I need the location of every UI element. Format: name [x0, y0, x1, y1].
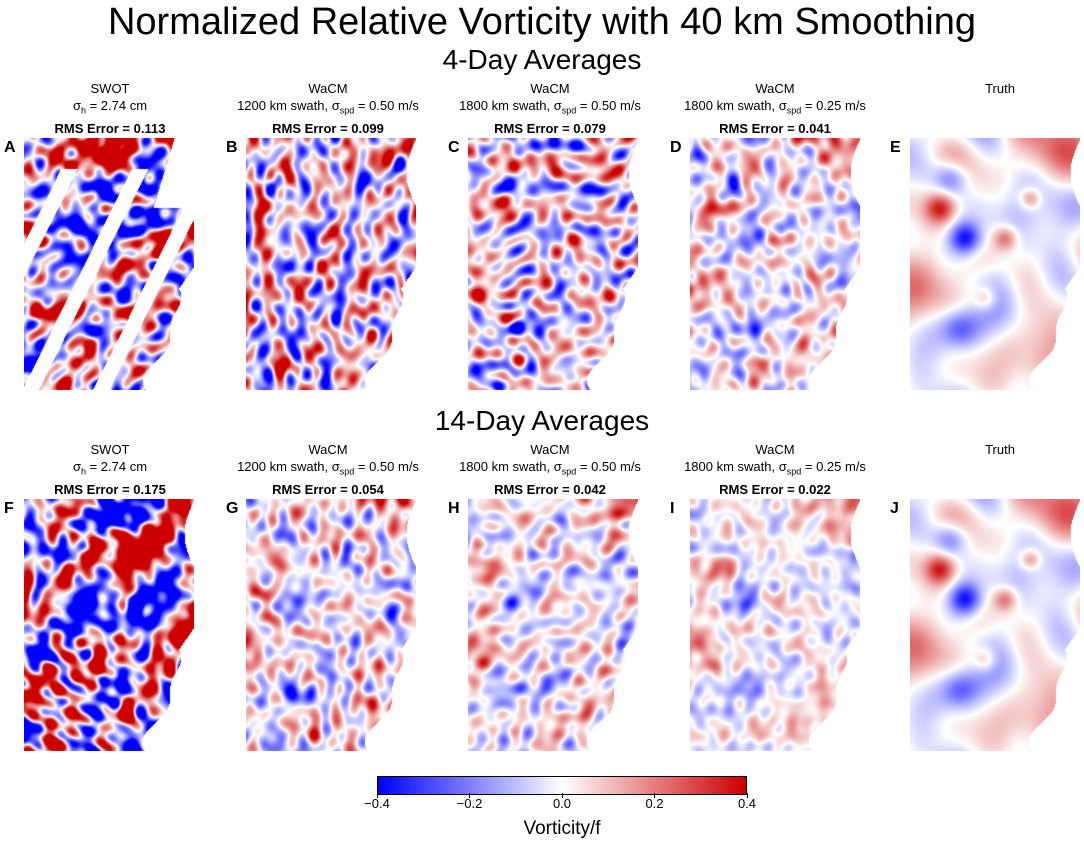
panel-rms: RMS Error = 0.022	[719, 481, 831, 497]
panel-rms: RMS Error = 0.175	[54, 481, 166, 497]
figure-title: Normalized Relative Vorticity with 40 km…	[107, 1, 976, 43]
panel-name: SWOT	[90, 81, 130, 96]
panel-name: Truth	[985, 442, 1015, 457]
panel-letter: J	[890, 500, 899, 517]
panel-name: WaCM	[308, 442, 348, 457]
colorbar-label: Vorticity/f	[523, 818, 601, 839]
panel-letter: B	[226, 139, 238, 156]
panel-title: WaCM 1800 km swath, σspd = 0.50 m/s RMS …	[440, 80, 660, 137]
panel-param: 1800 km swath, σspd = 0.25 m/s	[684, 98, 866, 116]
colorbar-tick	[376, 793, 378, 798]
panel-param: σh = 2.74 cm	[72, 98, 148, 116]
panel-param: 1200 km swath, σspd = 0.50 m/s	[237, 98, 419, 116]
panel-param: 1200 km swath, σspd = 0.50 m/s	[237, 459, 419, 477]
panel-name: WaCM	[530, 442, 570, 457]
heatmap-f	[24, 499, 194, 751]
panel-rms: RMS Error = 0.054	[272, 481, 384, 497]
colorbar-tick	[746, 793, 748, 798]
panel-name: WaCM	[755, 442, 795, 457]
panel-name: WaCM	[755, 81, 795, 96]
panel-name: Truth	[985, 81, 1015, 96]
panel-title: WaCM 1800 km swath, σspd = 0.25 m/s RMS …	[665, 441, 885, 498]
heatmap-e	[910, 138, 1080, 390]
panel-title: WaCM 1200 km swath, σspd = 0.50 m/s RMS …	[218, 441, 438, 498]
colorbar-tick	[561, 793, 563, 798]
colorbar-tick-label: 0.4	[737, 796, 757, 811]
panel-letter: D	[670, 139, 682, 156]
panel-rms: RMS Error = 0.099	[272, 120, 384, 136]
panel-letter: F	[4, 500, 14, 517]
panel-param: 1800 km swath, σspd = 0.50 m/s	[459, 459, 641, 477]
panel-rms: RMS Error = 0.079	[494, 120, 606, 136]
panel-letter: G	[226, 500, 239, 517]
panel-title: Truth	[890, 80, 1084, 97]
panel-param: σh = 2.74 cm	[72, 459, 148, 477]
panel-param: 1800 km swath, σspd = 0.25 m/s	[684, 459, 866, 477]
section-title-4day: 4-Day Averages	[442, 44, 642, 75]
panel-title: Truth	[890, 441, 1084, 458]
panel-letter: A	[4, 139, 16, 156]
heatmap-h	[468, 499, 638, 751]
panel-rms: RMS Error = 0.041	[719, 120, 831, 136]
panel-title: SWOT σh = 2.74 cm RMS Error = 0.113	[0, 80, 220, 137]
heatmap-i	[690, 499, 860, 751]
colorbar-tick-label: 0.0	[552, 796, 572, 811]
heatmap-d	[690, 138, 860, 390]
panel-letter: C	[448, 139, 460, 156]
panel-letter: I	[670, 500, 675, 517]
panel-title: WaCM 1200 km swath, σspd = 0.50 m/s RMS …	[218, 80, 438, 137]
colorbar-tick-label: 0.2	[645, 796, 664, 811]
heatmap-b	[246, 138, 416, 390]
heatmap-j	[910, 499, 1080, 751]
panel-letter: H	[448, 500, 460, 517]
colorbar-tick	[654, 793, 655, 798]
panel-title: SWOT σh = 2.74 cm RMS Error = 0.175	[0, 441, 220, 498]
section-title-14day: 14-Day Averages	[434, 405, 650, 436]
panel-title: WaCM 1800 km swath, σspd = 0.50 m/s RMS …	[440, 441, 660, 498]
panel-letter: E	[890, 139, 901, 156]
heatmap-g	[246, 499, 416, 751]
panel-title: WaCM 1800 km swath, σspd = 0.25 m/s RMS …	[665, 80, 885, 137]
colorbar-tick-label: −0.2	[456, 796, 483, 811]
panel-name: WaCM	[308, 81, 348, 96]
heatmap-c	[468, 138, 638, 390]
heatmap-a	[24, 138, 194, 390]
panel-name: SWOT	[90, 442, 130, 457]
colorbar-tick-label: −0.4	[364, 796, 390, 811]
panel-rms: RMS Error = 0.042	[494, 481, 606, 497]
colorbar-tick	[469, 793, 470, 798]
panel-param: 1800 km swath, σspd = 0.50 m/s	[459, 98, 641, 116]
panel-name: WaCM	[530, 81, 570, 96]
panel-rms: RMS Error = 0.113	[54, 120, 166, 136]
